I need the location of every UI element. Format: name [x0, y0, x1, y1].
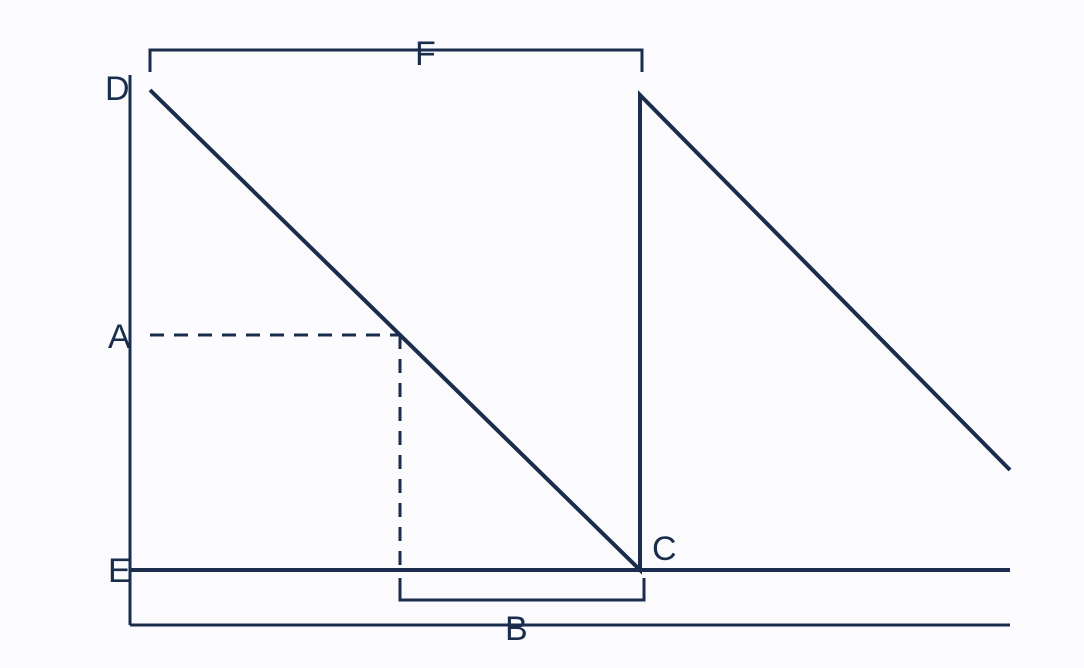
- label-e: E: [108, 552, 131, 590]
- diagram-container: D A E C F B: [0, 0, 1084, 663]
- label-c: C: [652, 530, 677, 568]
- label-b: B: [505, 610, 528, 648]
- label-d: D: [105, 70, 130, 108]
- label-f: F: [415, 35, 436, 73]
- label-a: A: [108, 318, 131, 356]
- sawtooth-diagram: D A E C F B: [0, 0, 1084, 663]
